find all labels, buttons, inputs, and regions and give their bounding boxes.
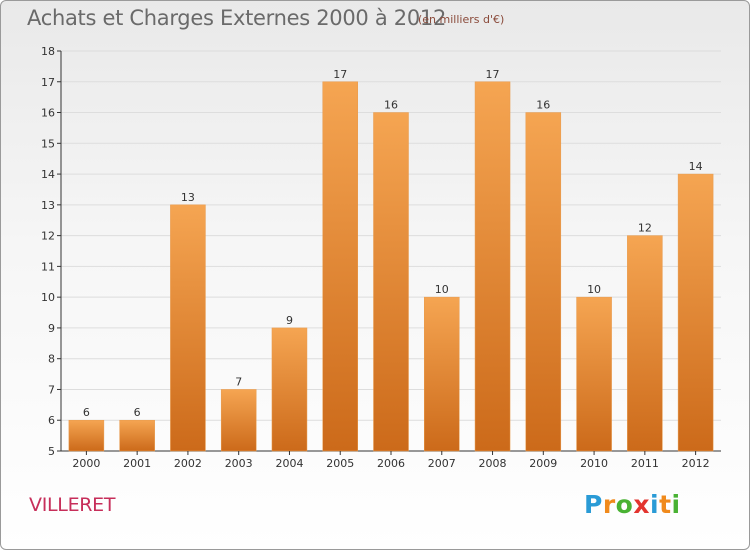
logo-letter: t <box>659 490 672 519</box>
logo-letter: o <box>615 490 634 519</box>
y-tick-label: 18 <box>41 45 55 58</box>
logo-letter: P <box>584 490 603 519</box>
x-tick-label: 2008 <box>479 457 507 470</box>
bar-value-label: 9 <box>286 314 293 327</box>
x-tick-label: 2004 <box>275 457 303 470</box>
y-tick-label: 17 <box>41 76 55 89</box>
x-tick-label: 2003 <box>225 457 253 470</box>
logo-letter: i <box>650 490 660 519</box>
bar <box>119 419 155 452</box>
bar <box>424 296 460 452</box>
x-tick-label: 2001 <box>123 457 151 470</box>
x-tick-label: 2012 <box>682 457 710 470</box>
x-tick-label: 2006 <box>377 457 405 470</box>
bar-value-label: 7 <box>235 375 242 388</box>
bar-value-label: 14 <box>689 160 703 173</box>
y-tick-label: 15 <box>41 137 55 150</box>
logo-letter: i <box>671 490 681 519</box>
bar <box>627 235 663 452</box>
x-tick-label: 2000 <box>72 457 100 470</box>
y-tick-label: 5 <box>48 445 55 458</box>
y-tick-label: 8 <box>48 353 55 366</box>
x-tick-label: 2005 <box>326 457 354 470</box>
bar <box>271 327 308 452</box>
logo-letter: r <box>602 490 616 519</box>
bar-value-label: 16 <box>536 99 550 112</box>
bar-value-label: 10 <box>435 283 449 296</box>
bar-value-label: 12 <box>638 222 652 235</box>
bar <box>220 389 257 452</box>
bar-value-label: 16 <box>384 99 398 112</box>
y-tick-label: 11 <box>41 260 55 273</box>
bar-value-label: 17 <box>333 68 347 81</box>
bar <box>525 112 562 452</box>
bar <box>373 112 409 452</box>
chart-unit-label: (en milliers d'€) <box>418 13 505 26</box>
bar-value-label: 10 <box>587 283 601 296</box>
bar-value-label: 6 <box>83 406 90 419</box>
x-tick-label: 2009 <box>529 457 557 470</box>
y-tick-label: 9 <box>48 322 55 335</box>
y-tick-label: 13 <box>41 199 55 212</box>
y-tick-label: 7 <box>48 383 55 396</box>
x-tick-label: 2007 <box>428 457 456 470</box>
bar-value-label: 6 <box>134 406 141 419</box>
bar <box>576 296 612 452</box>
proxiti-logo: Proxiti <box>584 490 681 519</box>
y-tick-label: 10 <box>41 291 55 304</box>
commune-name: VILLERET <box>29 494 116 516</box>
logo-letter: x <box>633 490 650 519</box>
chart-title: Achats et Charges Externes 2000 à 2012 <box>27 6 447 30</box>
bar <box>322 81 358 452</box>
bar <box>170 204 206 452</box>
y-tick-label: 14 <box>41 168 55 181</box>
y-tick-label: 12 <box>41 230 55 243</box>
x-tick-label: 2002 <box>174 457 202 470</box>
bar <box>474 81 511 452</box>
bar <box>68 419 105 452</box>
y-tick-label: 6 <box>48 414 55 427</box>
y-tick-label: 16 <box>41 107 55 120</box>
x-tick-label: 2011 <box>631 457 659 470</box>
bar-value-label: 17 <box>486 68 500 81</box>
bar <box>677 173 714 452</box>
x-tick-label: 2010 <box>580 457 608 470</box>
bar-value-label: 13 <box>181 191 195 204</box>
